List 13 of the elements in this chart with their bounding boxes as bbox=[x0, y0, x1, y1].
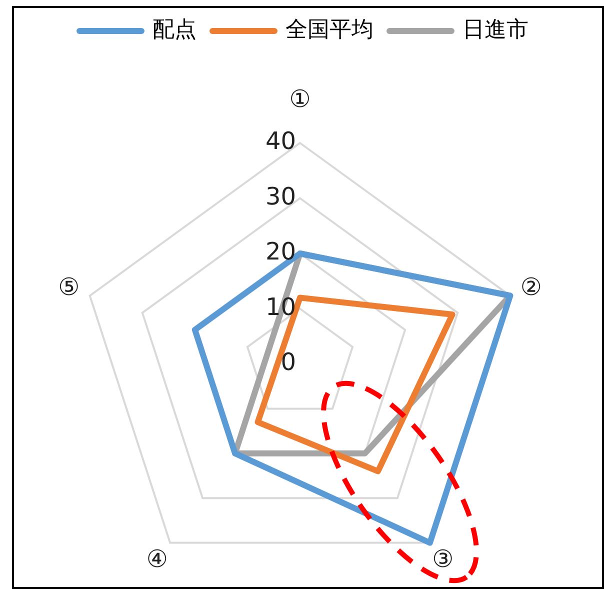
legend-label: 全国平均 bbox=[286, 18, 374, 43]
y-tick-label: 20 bbox=[265, 238, 296, 266]
y-tick-label: 0 bbox=[280, 348, 296, 376]
legend-label: 配点 bbox=[152, 18, 196, 43]
legend-label: 日進市 bbox=[462, 18, 528, 43]
y-tick-label: 10 bbox=[265, 292, 296, 321]
spoke-label: ④ bbox=[146, 544, 168, 573]
spoke-label: ⑤ bbox=[58, 273, 80, 302]
y-tick-label: 40 bbox=[265, 127, 296, 156]
spoke-label: ② bbox=[520, 273, 542, 302]
y-tick-label: 30 bbox=[265, 182, 296, 210]
spoke-label: ③ bbox=[432, 544, 454, 573]
spoke-label: ① bbox=[289, 85, 311, 114]
